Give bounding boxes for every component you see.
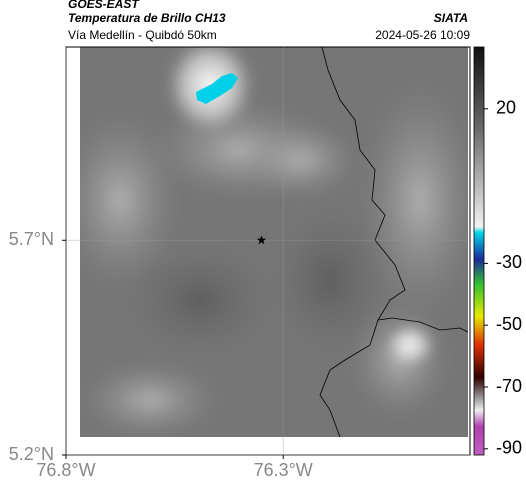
location-marker xyxy=(256,235,267,245)
y-tick-label: 5.7°N xyxy=(9,229,54,249)
route: Vía Medellín - Quibdó 50km xyxy=(68,28,217,42)
colorbar-tick-label: -50 xyxy=(496,314,522,334)
colorbar-tick-label: -70 xyxy=(496,376,522,396)
y-tick-label: 5.2°N xyxy=(9,444,54,464)
product: Temperatura de Brillo CH13 xyxy=(68,11,226,25)
satellite-image xyxy=(80,47,468,437)
colorbar-tick-label: 20 xyxy=(496,98,516,118)
datetime: 2024-05-26 10:09 xyxy=(375,28,470,42)
x-tick-label: 76.3°W xyxy=(254,460,313,480)
agency: SIATA xyxy=(434,11,468,25)
colorbar-tick-label: -90 xyxy=(496,438,522,458)
colorbar xyxy=(473,46,485,456)
colorbar-tick-label: -30 xyxy=(496,252,522,272)
x-tick-label: 76.8°W xyxy=(36,460,95,480)
source: GOES-EAST xyxy=(68,0,140,11)
